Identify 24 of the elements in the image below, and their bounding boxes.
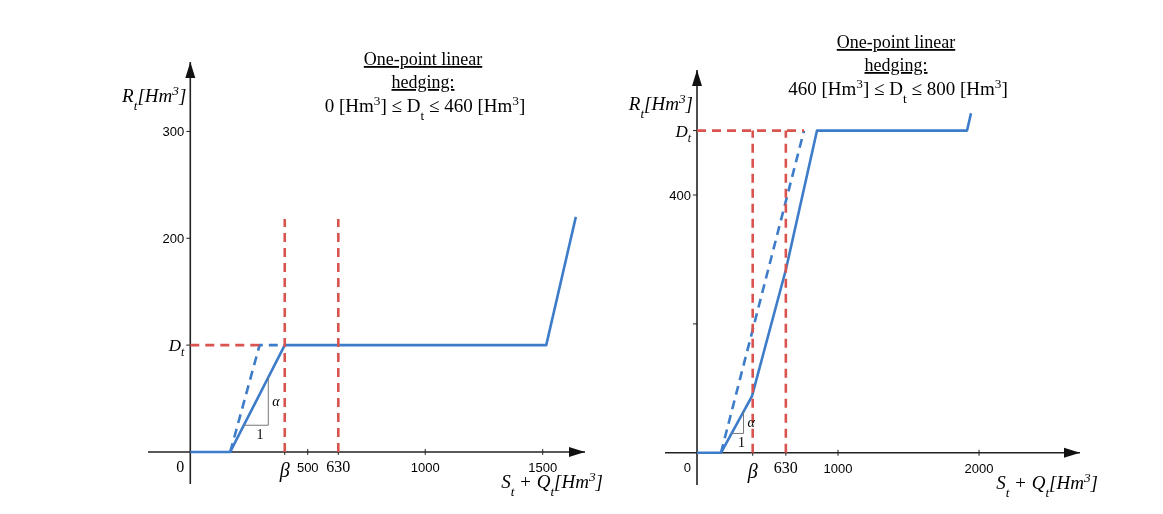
y-tick-label: D$_{t}$ — [674, 121, 692, 145]
text: 0 [Hm$^{3}$] ≤ D$_{t}$ ≤ 460 [Hm$^{3}$] — [324, 92, 526, 123]
chart-title: One-point linear hedging: — [363, 49, 483, 92]
x-tick-label: 1000 — [410, 459, 440, 475]
x-tick-label: 1000 — [823, 460, 853, 476]
y-axis-title: R$_{t}$[Hm$^{3}$] — [627, 90, 694, 121]
annotation: 1 — [256, 427, 264, 443]
annotation: α — [272, 394, 281, 410]
x-axis-title: S$_{t}$ + Q$_{t}$[Hm$^{3}$] — [996, 469, 1098, 500]
x-tick-label: 500 — [296, 459, 319, 475]
y-axis-title: R$_{t}$[Hm$^{3}$] — [121, 82, 187, 113]
chart-title: One-point linear hedging: — [836, 32, 956, 75]
y-tick-label: 300 — [162, 123, 185, 139]
x-tick-label: β — [278, 458, 290, 482]
text: 460 [Hm$^{3}$] ≤ D$_{t}$ ≤ 800 [Hm$^{3}$] — [788, 75, 1008, 106]
x-tick-label: 2000 — [964, 460, 994, 476]
x-tick-label: 630 — [773, 458, 798, 476]
y-tick-label: 200 — [162, 230, 185, 246]
x-tick-label: β — [746, 459, 758, 483]
y-tick-label: 400 — [669, 187, 692, 203]
annotation: α — [747, 415, 756, 431]
x-tick-label: 630 — [326, 457, 351, 475]
annotation: 1 — [738, 435, 746, 451]
y-tick-label: D$_{t}$ — [167, 335, 185, 360]
